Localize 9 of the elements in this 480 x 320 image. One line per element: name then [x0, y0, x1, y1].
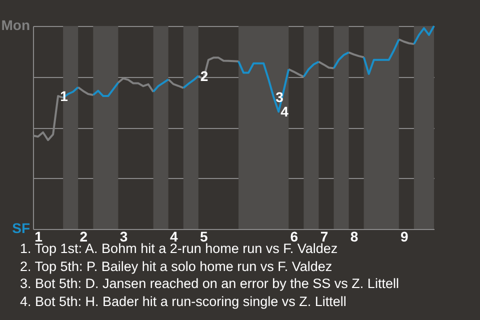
x-tick-label: 9: [400, 228, 409, 244]
text: 4. Bot 5th: H. Bader hit a run-scoring single vs Z. Littell: [20, 292, 348, 310]
annotation: 2: [200, 68, 208, 84]
text: Mon: [1, 17, 30, 33]
x-tick-label: 8: [350, 228, 358, 244]
text: 3. Bot 5th: D. Jansen reached on an error by the SS vs Z. Littell: [20, 275, 399, 292]
text: SF: [12, 220, 30, 236]
annotation: 4: [280, 104, 289, 120]
text: 2. Top 5th: P. Bailey hit a solo home run vs F. Valdez: [20, 258, 334, 275]
